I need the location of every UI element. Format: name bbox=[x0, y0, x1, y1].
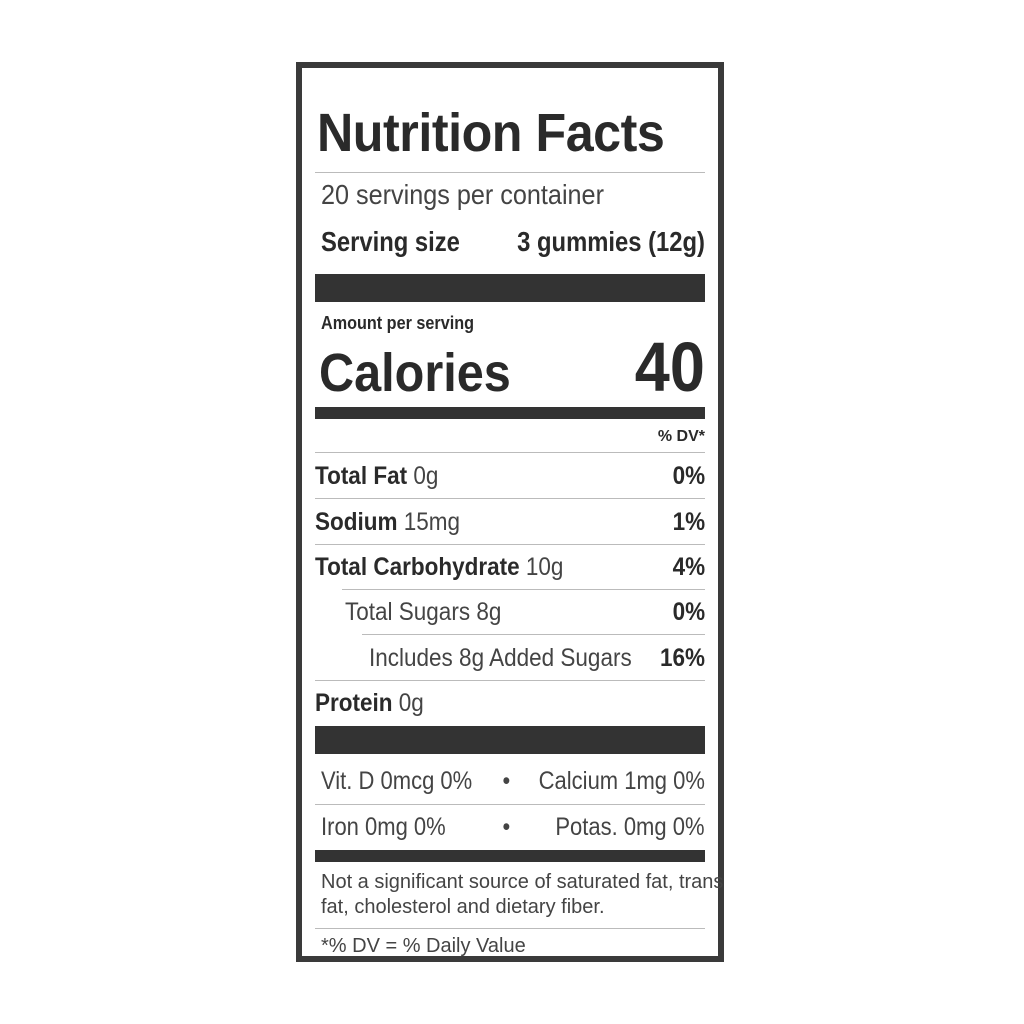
divider bbox=[362, 634, 705, 635]
calories-label: Calories bbox=[319, 343, 511, 403]
iron: Iron 0mg 0% bbox=[321, 813, 446, 841]
calories-value: 40 bbox=[634, 328, 705, 406]
medium-divider bbox=[315, 407, 705, 419]
divider bbox=[315, 544, 705, 545]
divider bbox=[315, 498, 705, 499]
serving-size-value: 3 gummies (12g) bbox=[517, 226, 705, 257]
potassium: Potas. 0mg 0% bbox=[555, 813, 705, 841]
dv-header: % DV* bbox=[657, 428, 705, 445]
vitamin-d: Vit. D 0mcg 0% bbox=[321, 767, 473, 795]
servings-per-container: 20 servings per container bbox=[321, 179, 604, 210]
nutrient-row-total-fat: Total Fat 0g 0% bbox=[315, 462, 705, 490]
divider bbox=[315, 680, 705, 681]
thick-divider bbox=[315, 274, 705, 302]
thick-divider bbox=[315, 726, 705, 754]
footnote-line-1: Not a significant source of saturated fa… bbox=[321, 871, 724, 893]
divider bbox=[315, 452, 705, 453]
nutrient-row-protein: Protein 0g bbox=[315, 689, 424, 717]
nutrient-row-total-sugars: Total Sugars 8g 0% bbox=[345, 598, 705, 626]
nutrient-row-sodium: Sodium 15mg 1% bbox=[315, 508, 705, 536]
divider bbox=[342, 589, 705, 590]
label-title: Nutrition Facts bbox=[317, 103, 665, 163]
nutrient-row-added-sugars: Includes 8g Added Sugars 16% bbox=[369, 644, 705, 672]
calcium: Calcium 1mg 0% bbox=[538, 767, 705, 795]
serving-size-label: Serving size bbox=[321, 226, 460, 257]
separator-dot: • bbox=[502, 813, 511, 841]
divider bbox=[315, 804, 705, 805]
footnote-line-2: fat, cholesterol and dietary fiber. bbox=[321, 896, 605, 918]
nutrient-row-total-carbohydrate: Total Carbohydrate 10g 4% bbox=[315, 553, 705, 581]
nutrition-facts-label: Nutrition Facts 20 servings per containe… bbox=[296, 62, 724, 962]
divider bbox=[315, 928, 705, 929]
divider bbox=[315, 172, 705, 173]
dv-note: *% DV = % Daily Value bbox=[321, 935, 526, 957]
medium-divider bbox=[315, 850, 705, 862]
separator-dot: • bbox=[502, 767, 511, 795]
amount-per-serving: Amount per serving bbox=[321, 313, 475, 333]
